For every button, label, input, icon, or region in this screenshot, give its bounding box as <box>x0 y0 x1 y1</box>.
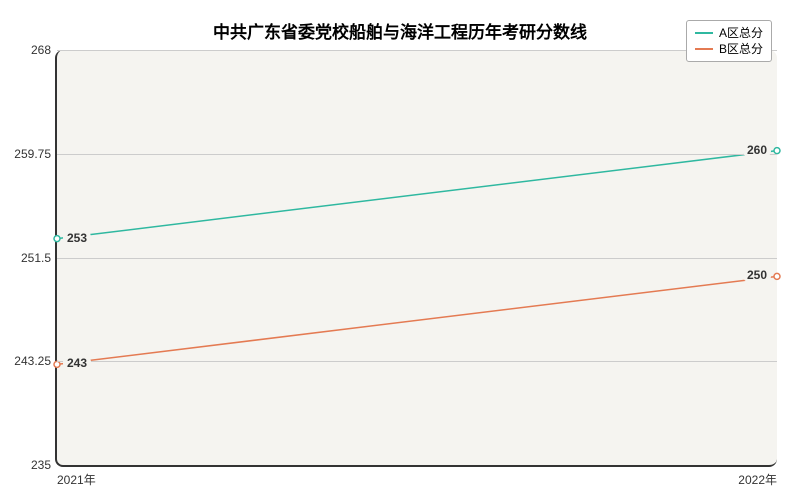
x-tick-label: 2021年 <box>57 471 96 488</box>
data-label: 250 <box>743 268 771 282</box>
x-tick-label: 2022年 <box>738 471 777 488</box>
data-label: 243 <box>63 356 91 370</box>
gridline <box>57 154 777 155</box>
legend-swatch <box>695 48 713 50</box>
plot-area: 235243.25251.5259.752682021年2022年2532602… <box>55 50 777 467</box>
legend-item: B区总分 <box>695 41 763 57</box>
data-point <box>774 148 780 154</box>
gridline <box>57 258 777 259</box>
data-point <box>774 273 780 279</box>
series-line <box>57 151 777 239</box>
data-point <box>54 361 60 367</box>
gridline <box>57 361 777 362</box>
chart-title: 中共广东省委党校船舶与海洋工程历年考研分数线 <box>0 18 800 43</box>
series-line <box>57 276 777 364</box>
chart-container: 中共广东省委党校船舶与海洋工程历年考研分数线 235 243.25 251.5 259… <box>0 0 800 500</box>
y-tick-label: 243.25 <box>14 354 51 368</box>
legend-swatch <box>695 32 713 34</box>
y-tick-label: 259.75 <box>14 147 51 161</box>
legend-label: A区总分 <box>719 25 763 41</box>
legend-label: B区总分 <box>719 41 763 57</box>
y-tick-label: 251.5 <box>21 251 51 265</box>
data-label: 253 <box>63 231 91 245</box>
y-tick-label: 235 <box>31 458 51 472</box>
y-tick-label: 268 <box>31 43 51 57</box>
legend: A区总分B区总分 <box>686 20 772 62</box>
gridline <box>57 50 777 51</box>
legend-item: A区总分 <box>695 25 763 41</box>
data-label: 260 <box>743 143 771 157</box>
data-point <box>54 236 60 242</box>
